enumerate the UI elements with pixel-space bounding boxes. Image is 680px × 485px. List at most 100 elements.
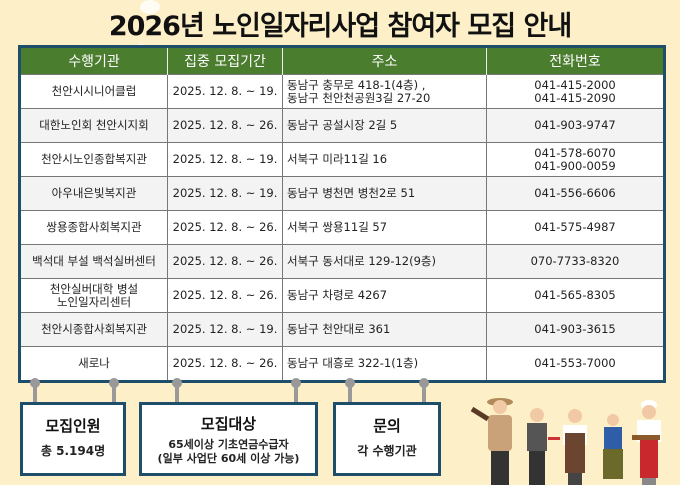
- table-row: 대한노인회 천안시지회 2025. 12. 8. ~ 26. 동남구 공설시장 2길…: [19, 108, 665, 143]
- phone-cell: 041-553-7000: [486, 346, 665, 382]
- table-row: 천안실버대학 병설 노인일자리센터 2025. 12. 8. ~ 26. 동남구 차…: [19, 278, 665, 313]
- org-name: 천안실버대학 병설 노인일자리센터: [49, 281, 139, 309]
- line: 041-556-6606: [534, 186, 616, 200]
- period: 2025. 12. 8. ~ 26.: [172, 220, 278, 234]
- phone-cell: 041-575-4987: [486, 210, 665, 245]
- person-waiter: [527, 408, 560, 485]
- org-name: 천안시노인종합복지관: [41, 152, 147, 166]
- phone-cell: 041-903-9747: [486, 108, 665, 143]
- org-name: 대한노인회 천안시지회: [39, 118, 149, 132]
- column-header: 집중 모집기간: [167, 46, 283, 75]
- table-row: 새로나 2025. 12. 8. ~ 26. 동남구 대흥로 322-1(1층) 04…: [19, 346, 665, 382]
- phone-cell: 070-7733-8320: [486, 244, 665, 279]
- line: 041-900-0059: [534, 158, 616, 173]
- line: 서북구 동서대로 129-12(9층): [287, 254, 436, 268]
- address-cell: 서북구 동서대로 129-12(9층): [282, 244, 487, 279]
- senior-workers-illustration: [470, 398, 661, 485]
- page-title: 2026년 노인일자리사업 참여자 모집 안내: [108, 11, 572, 42]
- inquiry-box: 문의 각 수행기관: [333, 402, 441, 476]
- line: 동남구 충무로 418-1(4층) ,: [287, 77, 426, 92]
- org-name: 천안시종합사회복지관: [41, 322, 147, 336]
- line: 동남구 천안대로 361: [287, 322, 391, 336]
- period-cell: 2025. 12. 8. ~ 26.: [167, 278, 283, 313]
- column-header: 전화번호: [486, 46, 665, 75]
- org-name: 천안시시니어클럽: [51, 84, 137, 98]
- org-cell: 천안실버대학 병설 노인일자리센터: [19, 278, 168, 313]
- column-header: 수행기관: [19, 46, 168, 75]
- address-cell: 동남구 병천면 병천2로 51: [282, 176, 487, 211]
- period: 2025. 12. 8. ~ 19.: [172, 152, 278, 166]
- line: 서북구 미라11길 16: [287, 152, 388, 166]
- period-cell: 2025. 12. 8. ~ 26.: [167, 210, 283, 245]
- period: 2025. 12. 8. ~ 26.: [172, 254, 278, 268]
- box-value: 각 수행기관: [357, 444, 417, 458]
- org-name: 아우내은빛복지관: [51, 186, 137, 200]
- phone-cell: 041-903-3615: [486, 312, 665, 347]
- table-row: 쌍용종합사회복지관 2025. 12. 8. ~ 26. 서북구 쌍용11길 57 0…: [19, 210, 665, 245]
- phone-cell: 041-565-8305: [486, 278, 665, 313]
- address-cell: 서북구 쌍용11길 57: [282, 210, 487, 245]
- column-header: 주소: [282, 46, 487, 75]
- line: 041-415-2090: [534, 90, 616, 105]
- recruit-count-box: 모집인원 총 5.194명: [20, 402, 126, 476]
- line: 041-578-6070: [534, 145, 616, 160]
- line: 041-565-8305: [534, 288, 616, 302]
- box-heading: 문의: [373, 417, 401, 435]
- line: 041-903-9747: [534, 118, 616, 132]
- period: 2025. 12. 8. ~ 26.: [172, 356, 278, 370]
- box-heading: 모집대상: [200, 415, 257, 433]
- period: 2025. 12. 8. ~ 19.: [172, 84, 278, 98]
- line: 041-903-3615: [534, 322, 616, 336]
- period-cell: 2025. 12. 8. ~ 19.: [167, 142, 283, 177]
- period: 2025. 12. 8. ~ 19.: [172, 186, 278, 200]
- phone-cell: 041-556-6606: [486, 176, 665, 211]
- period: 2025. 12. 8. ~ 26.: [172, 118, 278, 132]
- address-cell: 동남구 충무로 418-1(4층) , 동남구 천안천공원3길 27-20: [282, 74, 487, 109]
- recruit-target-box: 모집대상 65세이상 기초연금수급자 (일부 사업단 60세 이상 가능): [139, 402, 318, 476]
- period-cell: 2025. 12. 8. ~ 26.: [167, 346, 283, 382]
- org-name: 쌍용종합사회복지관: [46, 220, 142, 234]
- person-barista: [563, 409, 587, 485]
- person-hiker: [470, 398, 513, 485]
- person-woman: [603, 414, 623, 479]
- phone-cell: 041-578-6070 041-900-0059: [486, 142, 665, 177]
- line: 동남구 병천면 병천2로 51: [287, 186, 416, 200]
- line: 041-575-4987: [534, 220, 616, 234]
- period-cell: 2025. 12. 8. ~ 19.: [167, 176, 283, 211]
- period-cell: 2025. 12. 8. ~ 26.: [167, 108, 283, 143]
- org-cell: 아우내은빛복지관: [19, 176, 168, 211]
- org-cell: 천안시노인종합복지관: [19, 142, 168, 177]
- line: 서북구 쌍용11길 57: [287, 220, 388, 234]
- address-cell: 동남구 공설시장 2길 5: [282, 108, 487, 143]
- box-value: 총 5.194명: [40, 444, 106, 458]
- table-row: 백석대 부설 백석실버센터 2025. 12. 8. ~ 26. 서북구 동서대로 …: [19, 244, 665, 279]
- line: 동남구 천안천공원3길 27-20: [287, 90, 431, 105]
- line: 070-7733-8320: [530, 254, 620, 268]
- address-cell: 동남구 대흥로 322-1(1층): [282, 346, 487, 382]
- period: 2025. 12. 8. ~ 26.: [172, 288, 278, 302]
- org-name: 새로나: [78, 356, 110, 370]
- period-cell: 2025. 12. 8. ~ 19.: [167, 74, 283, 109]
- line: 041-553-7000: [534, 356, 616, 370]
- box-heading: 모집인원: [45, 417, 101, 435]
- org-cell: 천안시종합사회복지관: [19, 312, 168, 347]
- org-cell: 새로나: [19, 346, 168, 382]
- org-name: 백석대 부설 백석실버센터: [32, 254, 156, 268]
- person-chef: [632, 400, 661, 485]
- line: 동남구 대흥로 322-1(1층): [287, 356, 419, 370]
- table-row: 천안시시니어클럽 2025. 12. 8. ~ 19. 동남구 충무로 418-1(…: [19, 74, 665, 109]
- phone-cell: 041-415-2000 041-415-2090: [486, 74, 665, 109]
- agency-table: 수행기관 집중 모집기간 주소 전화번호 천안시시니어클럽 2025. 12. 8. ~…: [18, 45, 666, 383]
- org-cell: 대한노인회 천안시지회: [19, 108, 168, 143]
- org-cell: 쌍용종합사회복지관: [19, 210, 168, 245]
- table-row: 천안시노인종합복지관 2025. 12. 8. ~ 19. 서북구 미라11길 16…: [19, 142, 665, 177]
- org-cell: 천안시시니어클럽: [19, 74, 168, 109]
- org-cell: 백석대 부설 백석실버센터: [19, 244, 168, 279]
- period-cell: 2025. 12. 8. ~ 19.: [167, 312, 283, 347]
- address-cell: 서북구 미라11길 16: [282, 142, 487, 177]
- line: 041-415-2000: [534, 77, 616, 92]
- period: 2025. 12. 8. ~ 19.: [172, 322, 278, 336]
- address-cell: 동남구 차령로 4267: [282, 278, 487, 313]
- line: 동남구 공설시장 2길 5: [287, 118, 398, 132]
- line: 동남구 차령로 4267: [287, 288, 388, 302]
